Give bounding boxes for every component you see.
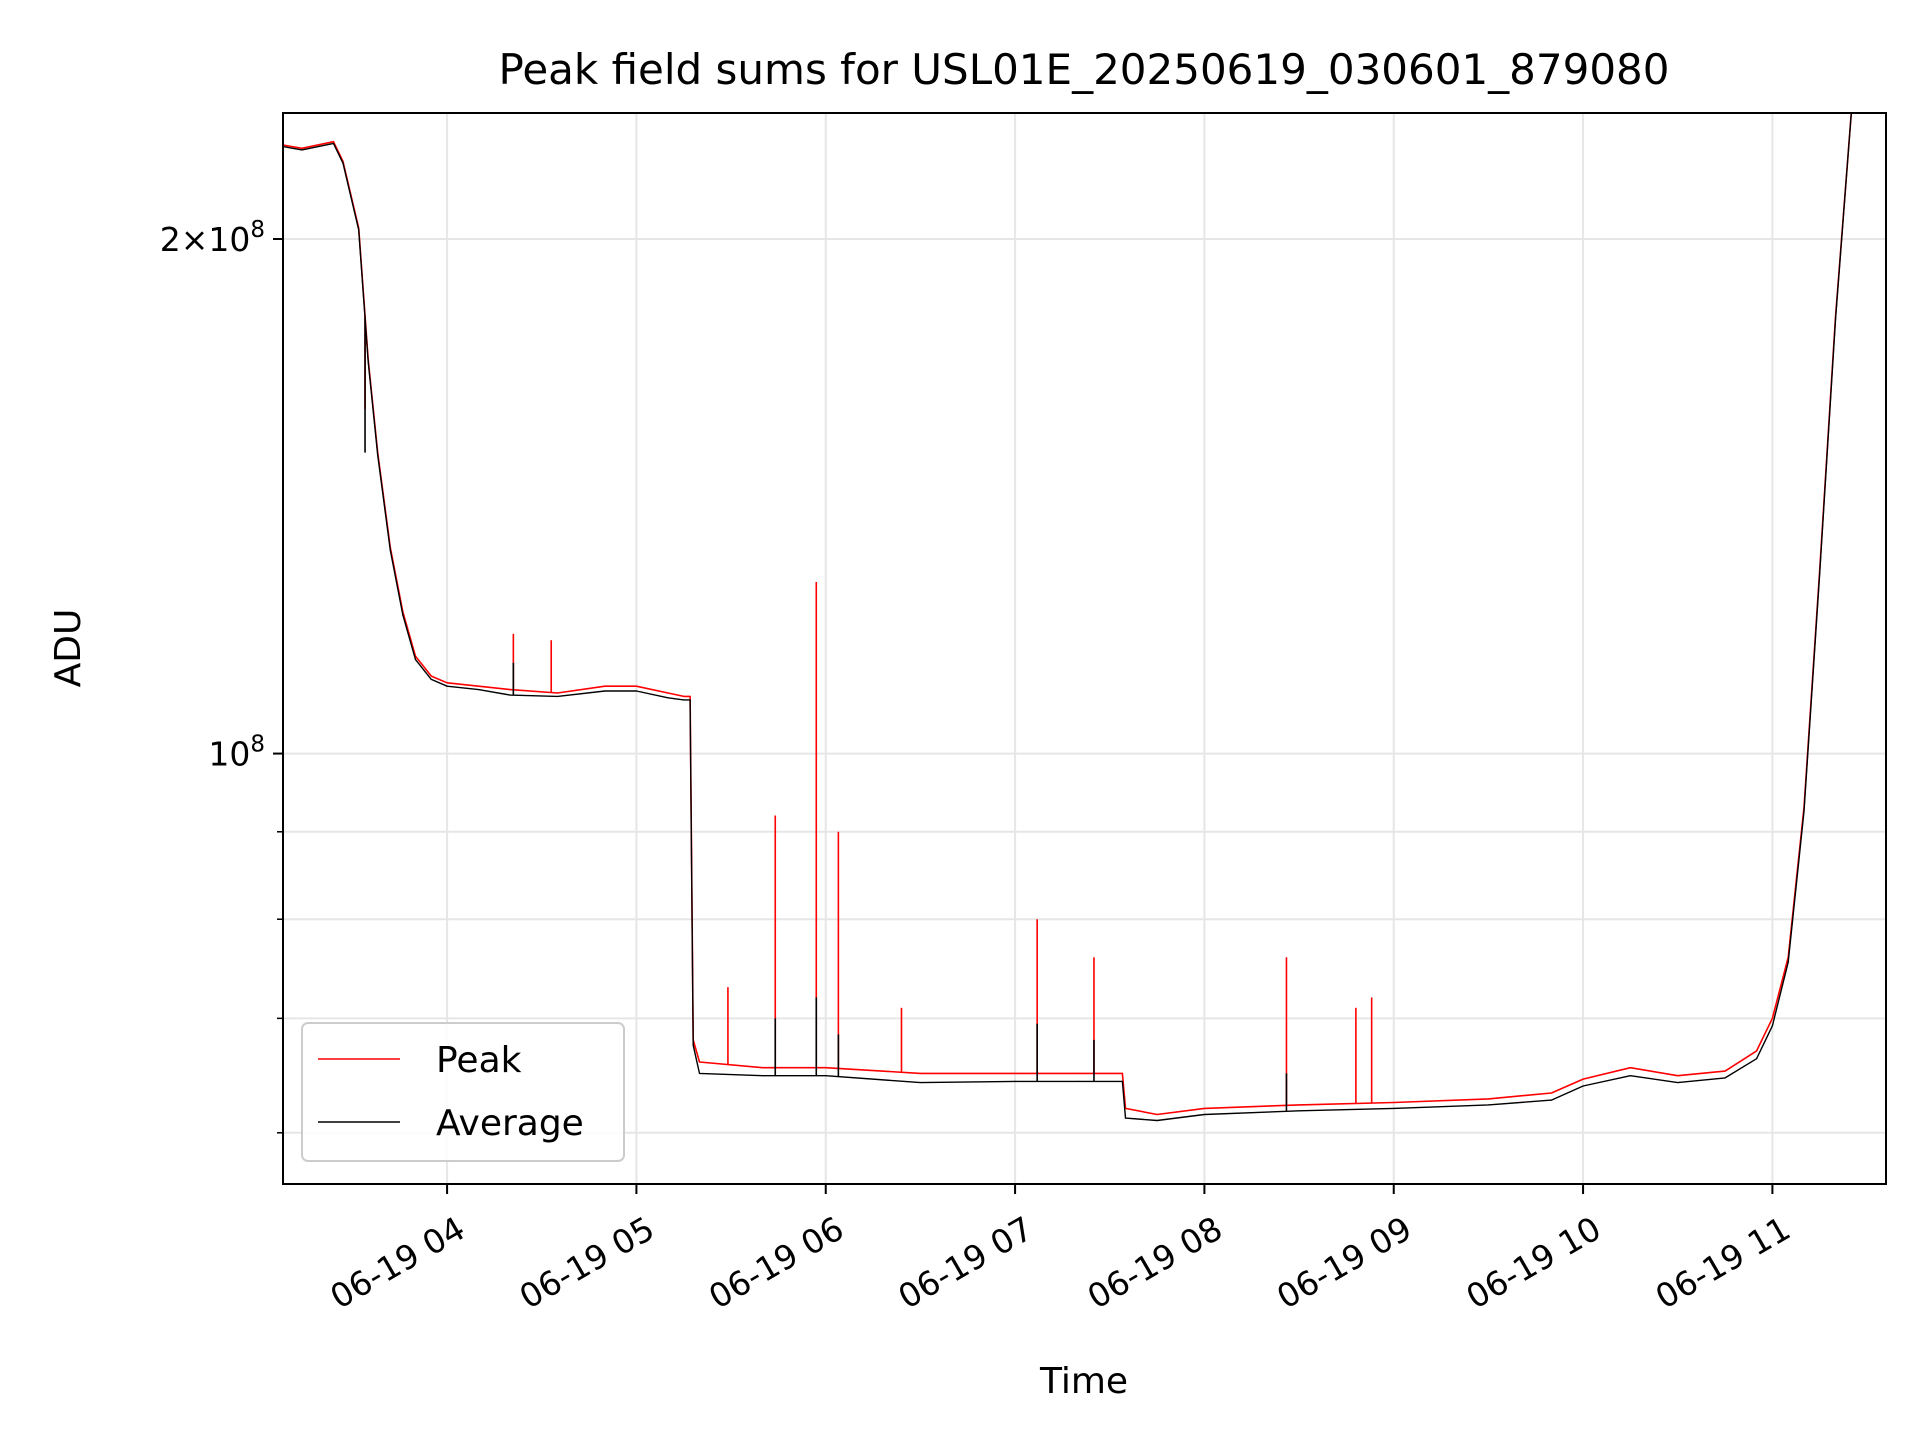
- data-point-average: [1834, 318, 1837, 320]
- data-point-average: [1756, 1058, 1758, 1060]
- data-point-average: [1550, 1099, 1553, 1101]
- data-point-average: [689, 699, 691, 701]
- data-point-average: [402, 614, 404, 616]
- data-point-average: [301, 149, 303, 151]
- data-point-average: [1629, 1075, 1632, 1077]
- data-point-average: [692, 1044, 694, 1046]
- legend-label-average: Average: [436, 1103, 584, 1144]
- data-point-average: [667, 697, 669, 699]
- legend-box: [301, 1022, 625, 1162]
- data-point-peak: [1156, 1113, 1158, 1116]
- data-point-average: [683, 699, 685, 701]
- data-point-average: [446, 685, 448, 687]
- data-point-peak: [762, 1067, 764, 1069]
- data-point-average: [1298, 1110, 1300, 1112]
- data-point-peak: [825, 1067, 827, 1069]
- data-point-average: [825, 1075, 827, 1077]
- data-point-average: [1393, 1107, 1395, 1110]
- data-point-peak: [1582, 1078, 1584, 1080]
- series-average: [283, 113, 1886, 1122]
- data-point-average: [414, 658, 417, 661]
- data-point-peak: [919, 1072, 922, 1074]
- data-point-peak: [635, 685, 638, 687]
- data-point-peak: [509, 688, 511, 691]
- data-point-average: [1787, 961, 1789, 963]
- data-point-average: [358, 229, 360, 231]
- data-point-peak: [1724, 1070, 1726, 1072]
- data-point-peak: [1756, 1050, 1758, 1052]
- data-point-average: [342, 162, 344, 164]
- data-point-average: [1077, 1080, 1079, 1083]
- data-point-average: [1771, 1025, 1774, 1027]
- chart-title: Peak field sums for USL01E_20250619_0306…: [498, 45, 1669, 94]
- data-point-peak: [1121, 1072, 1123, 1074]
- data-point-peak: [698, 1061, 701, 1063]
- data-point-average: [1487, 1104, 1490, 1106]
- data-point-peak: [683, 695, 685, 698]
- data-point-peak: [604, 685, 606, 687]
- data-point-average: [1156, 1119, 1158, 1122]
- y-tick-label: 108: [208, 732, 265, 774]
- data-point-peak: [1771, 1017, 1774, 1019]
- data-point-average: [1677, 1081, 1679, 1084]
- data-point-average: [1724, 1077, 1726, 1079]
- data-point-average: [332, 142, 335, 144]
- data-point-peak: [478, 685, 480, 687]
- data-point-average: [919, 1081, 922, 1084]
- y-axis-label: ADU: [48, 609, 89, 688]
- data-point-peak: [1077, 1072, 1079, 1074]
- plot-frame: [282, 112, 1887, 1185]
- data-point-peak: [1550, 1092, 1553, 1094]
- data-point-average: [478, 688, 480, 691]
- data-point-average: [509, 694, 511, 696]
- data-point-peak: [430, 675, 432, 677]
- data-point-average: [430, 678, 432, 681]
- legend-label-peak: Peak: [436, 1040, 522, 1081]
- data-point-peak: [667, 692, 669, 694]
- data-point-average: [1203, 1113, 1206, 1116]
- data-point-peak: [1298, 1104, 1300, 1106]
- data-point-peak: [1487, 1098, 1490, 1100]
- data-point-peak: [1677, 1075, 1679, 1077]
- data-point-peak: [301, 147, 303, 149]
- data-point-average: [389, 549, 391, 551]
- x-axis-label: Time: [1039, 1361, 1128, 1402]
- y-tick-label: 2×108: [160, 217, 265, 259]
- data-point-average: [698, 1072, 701, 1074]
- data-point-peak: [556, 692, 559, 694]
- data-point-average: [1819, 572, 1821, 574]
- data-point-average: [367, 361, 369, 363]
- data-point-average: [556, 695, 559, 698]
- data-point-average: [635, 690, 638, 692]
- data-point-peak: [1203, 1107, 1206, 1110]
- data-point-peak: [689, 695, 691, 698]
- data-point-peak: [1014, 1072, 1016, 1074]
- data-point-average: [1014, 1080, 1016, 1083]
- data-point-average: [762, 1075, 764, 1077]
- data-point-peak: [1629, 1067, 1632, 1069]
- data-point-peak: [446, 682, 448, 684]
- legend: Peak Average: [301, 1022, 625, 1162]
- data-point-average: [604, 690, 606, 692]
- data-point-average: [1124, 1117, 1127, 1119]
- series-group: [283, 113, 1886, 1122]
- data-point-average: [377, 454, 379, 456]
- data-point-average: [1582, 1085, 1584, 1087]
- data-point-average: [1121, 1080, 1123, 1083]
- data-point-peak: [1393, 1101, 1395, 1104]
- data-point-peak: [332, 141, 335, 143]
- data-point-average: [1803, 810, 1805, 813]
